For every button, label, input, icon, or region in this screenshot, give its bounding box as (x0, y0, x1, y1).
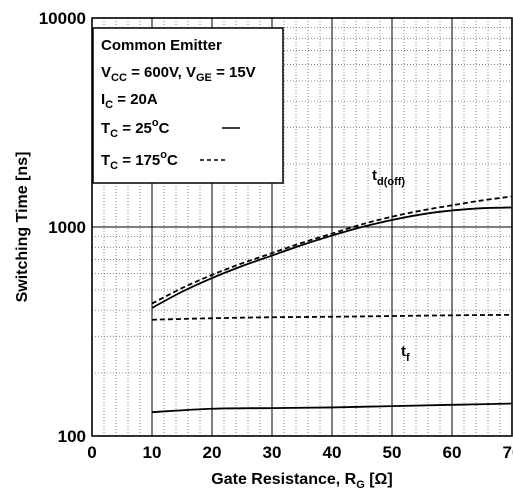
x-tick-label: 50 (383, 443, 402, 462)
x-tick-label: 60 (443, 443, 462, 462)
legend-box (92, 27, 284, 184)
plot-frame (91, 17, 513, 437)
tdoff-label: td(off) (372, 167, 405, 188)
x-tick-label: 0 (87, 443, 96, 462)
y-tick-label: 100 (58, 427, 86, 446)
series-line-tdoff_25 (151, 206, 513, 309)
legend: Common Emitter VCC = 600V, VGE = 15V IC … (92, 27, 284, 184)
series-line-tf_175 (151, 313, 513, 321)
x-tick-label: 20 (203, 443, 222, 462)
y-axis-title: Switching Time [ns] (14, 152, 31, 303)
legend-temp-175: TC = 175oC (101, 149, 178, 172)
legend-voltage: VCC = 600V, VGE = 15V (101, 64, 256, 84)
x-tick-label: 30 (263, 443, 282, 462)
legend-title: Common Emitter (101, 37, 222, 54)
y-tick-label: 10000 (39, 9, 86, 28)
tf-label: tf (401, 343, 410, 364)
legend-temp-25: TC = 25oC (101, 117, 170, 140)
x-tick-label: 70 (503, 443, 513, 462)
series-line-tf_25 (151, 402, 513, 414)
series-layer (151, 195, 513, 414)
x-tick-label: 10 (143, 443, 162, 462)
y-tick-label: 1000 (48, 218, 86, 237)
series-line-tdoff_175 (151, 195, 513, 305)
legend-current: IC = 20A (101, 91, 158, 111)
x-tick-label: 40 (323, 443, 342, 462)
tick-labels: 0 10 20 30 40 50 60 70 100 1000 10000 (39, 9, 513, 462)
x-axis-title: Gate Resistance, RG [Ω] (211, 471, 392, 491)
